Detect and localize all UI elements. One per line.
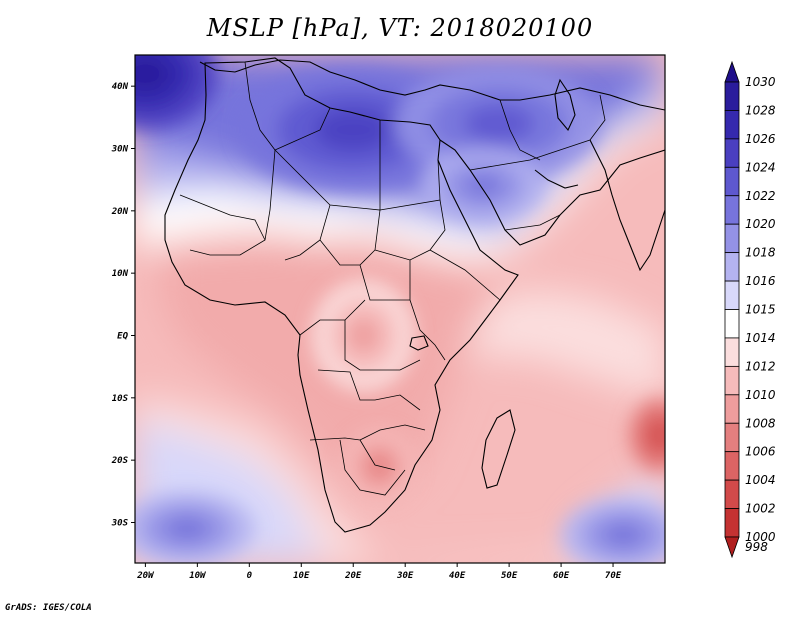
colorbar-box (724, 479, 740, 509)
colorbar-label: 1030 (745, 75, 776, 89)
lon-tick-label: 0 (247, 571, 253, 581)
colorbar: 1030 1028 1026 1024 1022 1020 1018 1016 1015 1014… (724, 60, 776, 559)
chart-title: MSLP [hPa], VT: 2018020100 (206, 14, 594, 42)
colorbar-box (724, 138, 740, 168)
plot-frame (134, 54, 666, 564)
colorbar-label: 1010 (745, 388, 776, 402)
colorbar-label: 1022 (745, 189, 776, 203)
lat-tick-label: 10S (112, 394, 129, 404)
lat-tick-label: EQ (117, 331, 128, 341)
colorbar-box (724, 309, 740, 339)
colorbar-box (724, 422, 740, 453)
colorbar-box (724, 223, 740, 254)
colorbar-box (724, 110, 740, 140)
colorbar-label: 1004 (745, 473, 776, 487)
colorbar-box (724, 508, 740, 538)
lat-tick-label: 30N (111, 144, 129, 154)
colorbar-label: 1000 (745, 530, 776, 544)
iberia-europe-coastline (199, 59, 665, 111)
lake-victoria (409, 335, 429, 351)
coastlines (164, 57, 665, 533)
lat-tick-label: 30S (111, 518, 129, 528)
colorbar-bottom-triangle (724, 536, 740, 559)
lat-tick-label: 10N (112, 269, 129, 279)
africa-coastline (164, 57, 519, 533)
colorbar-box (724, 365, 740, 396)
colorbar-box (724, 81, 740, 111)
colorbar-label: 1026 (745, 132, 776, 146)
lon-tick-label: 20W (136, 571, 155, 581)
lat-tick-label: 20N (111, 207, 129, 217)
colorbar-label: 1014 (745, 331, 776, 345)
colorbar-box (724, 166, 740, 197)
pressure-systems (135, 55, 665, 563)
colorbar-label: 1020 (745, 217, 776, 231)
colorbar-top-triangle (724, 60, 740, 83)
caspian-coastline (554, 78, 576, 132)
lon-tick-label: 20E (344, 571, 362, 581)
lon-tick-label: 10E (293, 571, 310, 581)
pressure-system-low-cyclone-east (649, 422, 665, 448)
colorbar-label: 1016 (745, 274, 776, 288)
pressure-system-high-indian-ocean (602, 522, 645, 548)
colorbar-box (724, 252, 740, 282)
lon-tick-label: 70E (605, 571, 622, 581)
pressure-system-high-mediterranean (315, 109, 392, 151)
colorbar-label: 1024 (745, 160, 776, 174)
colorbar-label: 1008 (745, 416, 776, 430)
colorbar-label: 1006 (745, 445, 776, 459)
pressure-system-high-northwest (135, 55, 170, 93)
lon-tick-label: 10W (189, 571, 207, 581)
arabia-coastline (439, 139, 665, 246)
lon-tick-label: 30E (396, 571, 414, 581)
lat-tick-label: 40N (112, 82, 129, 92)
pressure-system-high-middle-east (464, 104, 534, 143)
lon-tick-label: 50E (501, 571, 518, 581)
colorbar-label: 1015 (745, 303, 776, 317)
pressure-system-high-arabia (462, 173, 504, 199)
colorbar-box (724, 451, 740, 481)
country-borders (179, 61, 606, 496)
colorbar-label: 1028 (745, 103, 776, 117)
persian-gulf-coastline (534, 169, 579, 189)
colorbar-box (724, 337, 740, 367)
colorbar-box (724, 280, 740, 310)
colorbar-box (724, 394, 740, 424)
colorbar-box (724, 195, 740, 225)
colorbar-label: 1018 (745, 246, 776, 260)
longitude-axis: 20W 10W 0 10E 20E 30E 40E 50E 60E 70E (136, 563, 622, 581)
colorbar-label: 1002 (745, 502, 776, 516)
lon-tick-label: 40E (449, 571, 466, 581)
colorbar-label: 1012 (745, 359, 776, 373)
colorbar-label: 998 (745, 540, 768, 554)
lat-tick-label: 20S (111, 456, 129, 466)
credit-text: GrADS: IGES/COLA (5, 603, 92, 613)
pressure-system-low-central-africa (346, 316, 381, 355)
india-coastline (589, 139, 665, 272)
madagascar-coastline (481, 409, 516, 489)
lon-tick-label: 60E (553, 571, 570, 581)
latitude-axis: 40N 30N 20N 10N EQ 10S 20S 30S (111, 82, 135, 528)
pressure-system-high-south-atlantic (164, 516, 210, 542)
